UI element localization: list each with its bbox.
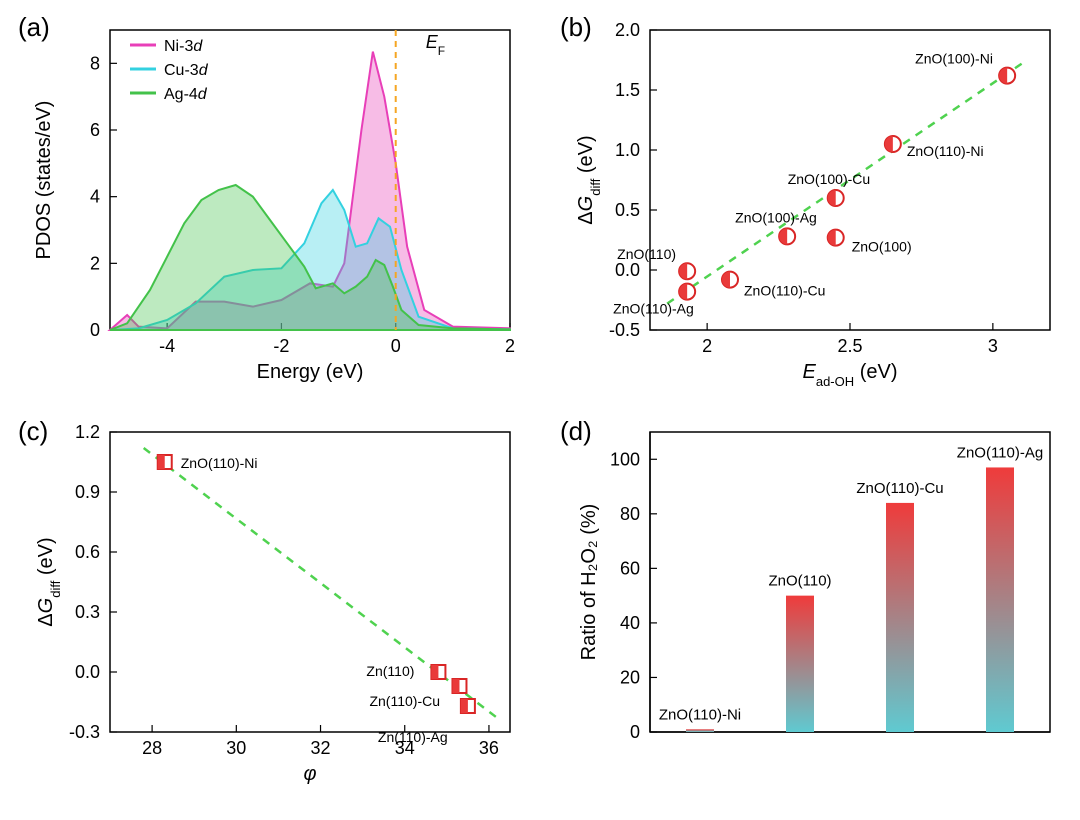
svg-text:40: 40: [620, 613, 640, 633]
point-label: ZnO(110)-Ni: [181, 455, 258, 471]
bar-label: ZnO(110)-Ni: [659, 706, 741, 723]
svg-text:EF: EF: [426, 32, 445, 58]
point-label: Zn(110)-Cu: [369, 693, 440, 709]
point-label: Zn(110): [366, 663, 414, 679]
svg-text:6: 6: [90, 120, 100, 140]
svg-text:32: 32: [311, 738, 331, 758]
scatter-point: [158, 455, 172, 469]
point-label: ZnO(100)-Cu: [788, 171, 870, 187]
point-label: ZnO(110): [617, 246, 676, 262]
scatter-point: [999, 68, 1015, 84]
scatter-point: [679, 284, 695, 300]
point-label: Zn(110)-Ag: [378, 729, 448, 745]
scatter-point: [828, 190, 844, 206]
scatter-point: [885, 136, 901, 152]
svg-text:0: 0: [391, 336, 401, 356]
point-label: ZnO(100)-Ag: [735, 209, 817, 225]
svg-text:60: 60: [620, 558, 640, 578]
svg-text:ΔGdiff (eV): ΔGdiff (eV): [575, 135, 603, 224]
svg-text:Ratio of H₂O₂ (%): Ratio of H₂O₂ (%): [578, 504, 600, 661]
svg-text:(c): (c): [18, 416, 48, 446]
svg-text:1.5: 1.5: [615, 80, 640, 100]
point-label: ZnO(110)-Ag: [613, 301, 694, 317]
svg-text:4: 4: [90, 187, 100, 207]
svg-text:2.0: 2.0: [615, 20, 640, 40]
legend-label: Ni-3d: [164, 38, 203, 55]
svg-text:(a): (a): [18, 12, 50, 42]
svg-text:0.3: 0.3: [75, 602, 100, 622]
svg-text:0.6: 0.6: [75, 542, 100, 562]
figure-root: (a)-4-20202468Energy (eV)PDOS (states/eV…: [0, 0, 1080, 815]
svg-text:ΔGdiff (eV): ΔGdiff (eV): [35, 537, 63, 626]
point-label: ZnO(100): [852, 239, 912, 255]
svg-text:0.0: 0.0: [75, 662, 100, 682]
svg-text:2: 2: [702, 336, 712, 356]
svg-text:3: 3: [988, 336, 998, 356]
bar-label: ZnO(110)-Cu: [856, 480, 943, 497]
legend-label: Ag-4d: [164, 86, 208, 103]
svg-text:1.0: 1.0: [615, 140, 640, 160]
svg-text:2: 2: [90, 253, 100, 273]
svg-text:Energy (eV): Energy (eV): [257, 361, 364, 383]
svg-text:Ead-OH (eV): Ead-OH (eV): [803, 361, 898, 389]
svg-text:2: 2: [505, 336, 515, 356]
point-label: ZnO(110)-Ni: [907, 143, 984, 159]
svg-text:8: 8: [90, 53, 100, 73]
bar-label: ZnO(110): [768, 573, 831, 590]
svg-text:2.5: 2.5: [837, 336, 862, 356]
svg-text:20: 20: [620, 667, 640, 687]
svg-text:28: 28: [142, 738, 162, 758]
svg-text:0.9: 0.9: [75, 482, 100, 502]
svg-text:φ: φ: [303, 763, 316, 785]
scatter-point: [828, 230, 844, 246]
svg-text:0.0: 0.0: [615, 260, 640, 280]
svg-text:100: 100: [610, 449, 640, 469]
legend-label: Cu-3d: [164, 62, 209, 79]
svg-text:-0.3: -0.3: [69, 722, 100, 742]
svg-text:36: 36: [479, 738, 499, 758]
scatter-point: [779, 228, 795, 244]
svg-text:PDOS (states/eV): PDOS (states/eV): [33, 101, 55, 260]
svg-text:-0.5: -0.5: [609, 320, 640, 340]
scatter-point: [679, 263, 695, 279]
point-label: ZnO(110)-Cu: [744, 283, 825, 299]
bar: [786, 596, 814, 732]
bar-label: ZnO(110)-Ag: [957, 444, 1043, 461]
figure-svg: (a)-4-20202468Energy (eV)PDOS (states/eV…: [0, 0, 1080, 815]
svg-text:0: 0: [90, 320, 100, 340]
svg-text:1.2: 1.2: [75, 422, 100, 442]
svg-text:-2: -2: [273, 336, 289, 356]
scatter-point: [452, 679, 466, 693]
svg-text:0.5: 0.5: [615, 200, 640, 220]
svg-text:80: 80: [620, 504, 640, 524]
scatter-point: [722, 272, 738, 288]
svg-text:30: 30: [226, 738, 246, 758]
bar: [686, 729, 714, 732]
point-label: ZnO(100)-Ni: [915, 51, 993, 67]
svg-text:-4: -4: [159, 336, 175, 356]
bar: [986, 467, 1014, 732]
bar: [886, 503, 914, 732]
scatter-point: [461, 699, 475, 713]
svg-text:(b): (b): [560, 12, 592, 42]
svg-text:0: 0: [630, 722, 640, 742]
scatter-point: [431, 665, 445, 679]
svg-text:(d): (d): [560, 416, 592, 446]
